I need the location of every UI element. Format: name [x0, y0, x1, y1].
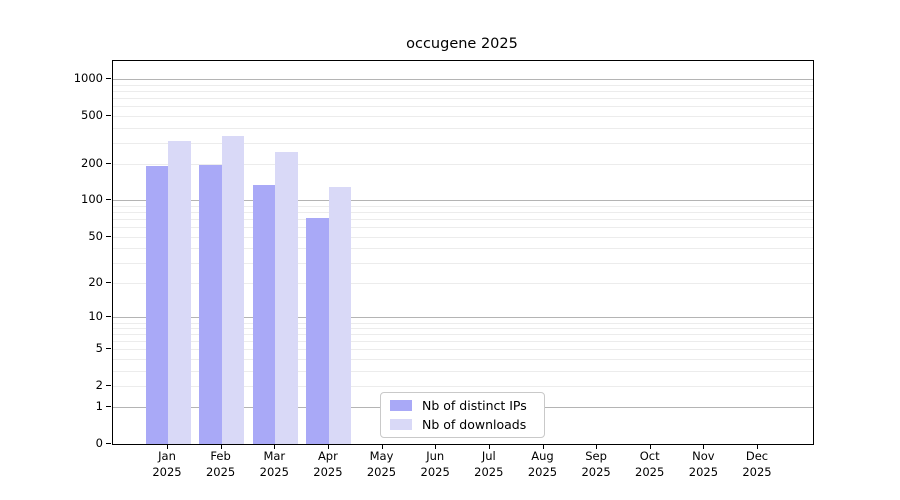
minor-gridline-80 [113, 212, 813, 213]
y-tick-mark-5 [106, 348, 111, 350]
y-tick-mark-1 [106, 406, 111, 408]
bar-jan-distinct-ips [145, 166, 168, 444]
y-tick-label-0: 0 [95, 436, 103, 450]
x-tick-label-mar: Mar 2025 [259, 449, 289, 479]
minor-gridline-90 [113, 205, 813, 207]
x-tick-label-jun: Jun 2025 [420, 449, 450, 479]
minor-gridline-700 [113, 98, 813, 100]
minor-gridline-600 [113, 106, 813, 108]
minor-gridline-9 [113, 322, 813, 324]
x-tick-label-aug: Aug 2025 [527, 449, 558, 479]
y-axis: 0 1 2 5 10 20 50 100 200 500 1000 [0, 0, 103, 500]
x-tick-mark-may [381, 444, 383, 449]
y-tick-mark-10 [106, 316, 111, 318]
x-tick-mark-jan [167, 444, 168, 449]
y-tick-label-10: 10 [88, 309, 103, 324]
major-gridline-10 [113, 317, 813, 319]
x-tick-mark-aug [542, 444, 544, 449]
y-tick-mark-0 [106, 443, 111, 444]
minor-gridline-20 [113, 283, 813, 285]
legend-label-distinct-ips: Nb of distinct IPs [422, 398, 527, 413]
y-tick-label-100: 100 [81, 192, 103, 207]
minor-gridline-2 [113, 386, 813, 387]
x-tick-label-nov: Nov 2025 [688, 449, 719, 479]
bar-mar-distinct-ips [252, 184, 276, 444]
bar-jan-downloads [168, 141, 191, 444]
legend-label-downloads: Nb of downloads [422, 417, 527, 432]
minor-gridline-900 [113, 84, 813, 86]
x-tick-label-oct: Oct 2025 [635, 449, 665, 479]
y-tick-label-500: 500 [81, 107, 103, 122]
y-tick-mark-20 [106, 282, 111, 284]
y-tick-label-2: 2 [95, 378, 103, 392]
major-gridline-100 [113, 200, 813, 202]
x-tick-label-dec: Dec 2025 [742, 449, 772, 479]
x-tick-label-jul: Jul 2025 [474, 449, 504, 479]
minor-gridline-6 [113, 341, 813, 343]
x-tick-label-jan: Jan 2025 [152, 449, 182, 479]
minor-gridline-200 [113, 164, 813, 166]
plot-area [112, 60, 814, 445]
y-tick-mark-50 [106, 235, 111, 237]
x-tick-label-sep: Sep 2025 [581, 449, 611, 479]
minor-gridline-300 [113, 142, 813, 144]
x-tick-mark-feb [220, 444, 222, 449]
x-tick-label-may: May 2025 [366, 449, 397, 479]
legend-item-downloads: Nb of downloads [390, 417, 535, 432]
legend-swatch-distinct-ips [390, 400, 412, 411]
x-tick-mark-sep [596, 444, 598, 449]
x-tick-mark-oct [649, 444, 651, 449]
minor-gridline-800 [113, 91, 813, 93]
y-tick-label-1000: 1000 [73, 71, 103, 86]
x-tick-mark-jun [435, 444, 437, 449]
x-tick-mark-dec [757, 444, 758, 449]
minor-gridline-8 [113, 328, 813, 329]
x-tick-mark-mar [274, 444, 276, 449]
y-tick-label-200: 200 [81, 156, 103, 171]
bar-apr-distinct-ips [306, 218, 329, 444]
minor-gridline-7 [113, 334, 813, 336]
minor-gridline-50 [113, 236, 813, 238]
minor-gridline-40 [113, 248, 813, 249]
y-tick-mark-100 [106, 199, 111, 201]
minor-gridline-5 [113, 349, 813, 351]
minor-gridline-400 [113, 127, 813, 129]
y-tick-label-5: 5 [95, 341, 103, 356]
chart-title: occugene 2025 [406, 36, 518, 52]
bar-apr-downloads [328, 186, 352, 444]
x-tick-mark-nov [703, 444, 705, 449]
x-tick-mark-jul [488, 444, 490, 449]
minor-gridline-30 [113, 262, 813, 264]
bar-mar-downloads [275, 152, 298, 444]
y-tick-mark-2 [106, 385, 111, 386]
y-tick-label-20: 20 [88, 275, 103, 290]
minor-gridline-500 [113, 115, 813, 117]
x-tick-label-apr: Apr 2025 [313, 449, 343, 479]
minor-gridline-70 [113, 219, 813, 220]
minor-gridline-60 [113, 227, 813, 228]
legend: Nb of distinct IPs Nb of downloads [380, 392, 545, 438]
minor-gridline-3 [113, 370, 813, 372]
x-tick-mark-apr [327, 444, 329, 449]
minor-gridline-4 [113, 359, 813, 360]
bar-feb-distinct-ips [199, 164, 222, 444]
y-tick-mark-200 [106, 163, 111, 165]
y-tick-label-1: 1 [95, 399, 103, 414]
x-tick-label-feb: Feb 2025 [205, 449, 236, 479]
legend-item-distinct-ips: Nb of distinct IPs [390, 398, 535, 413]
y-tick-mark-1000 [106, 78, 111, 80]
legend-swatch-downloads [390, 419, 412, 430]
bar-feb-downloads [221, 136, 245, 444]
y-tick-mark-500 [106, 114, 111, 116]
major-gridline-1000 [113, 79, 813, 81]
y-tick-label-50: 50 [88, 228, 103, 243]
